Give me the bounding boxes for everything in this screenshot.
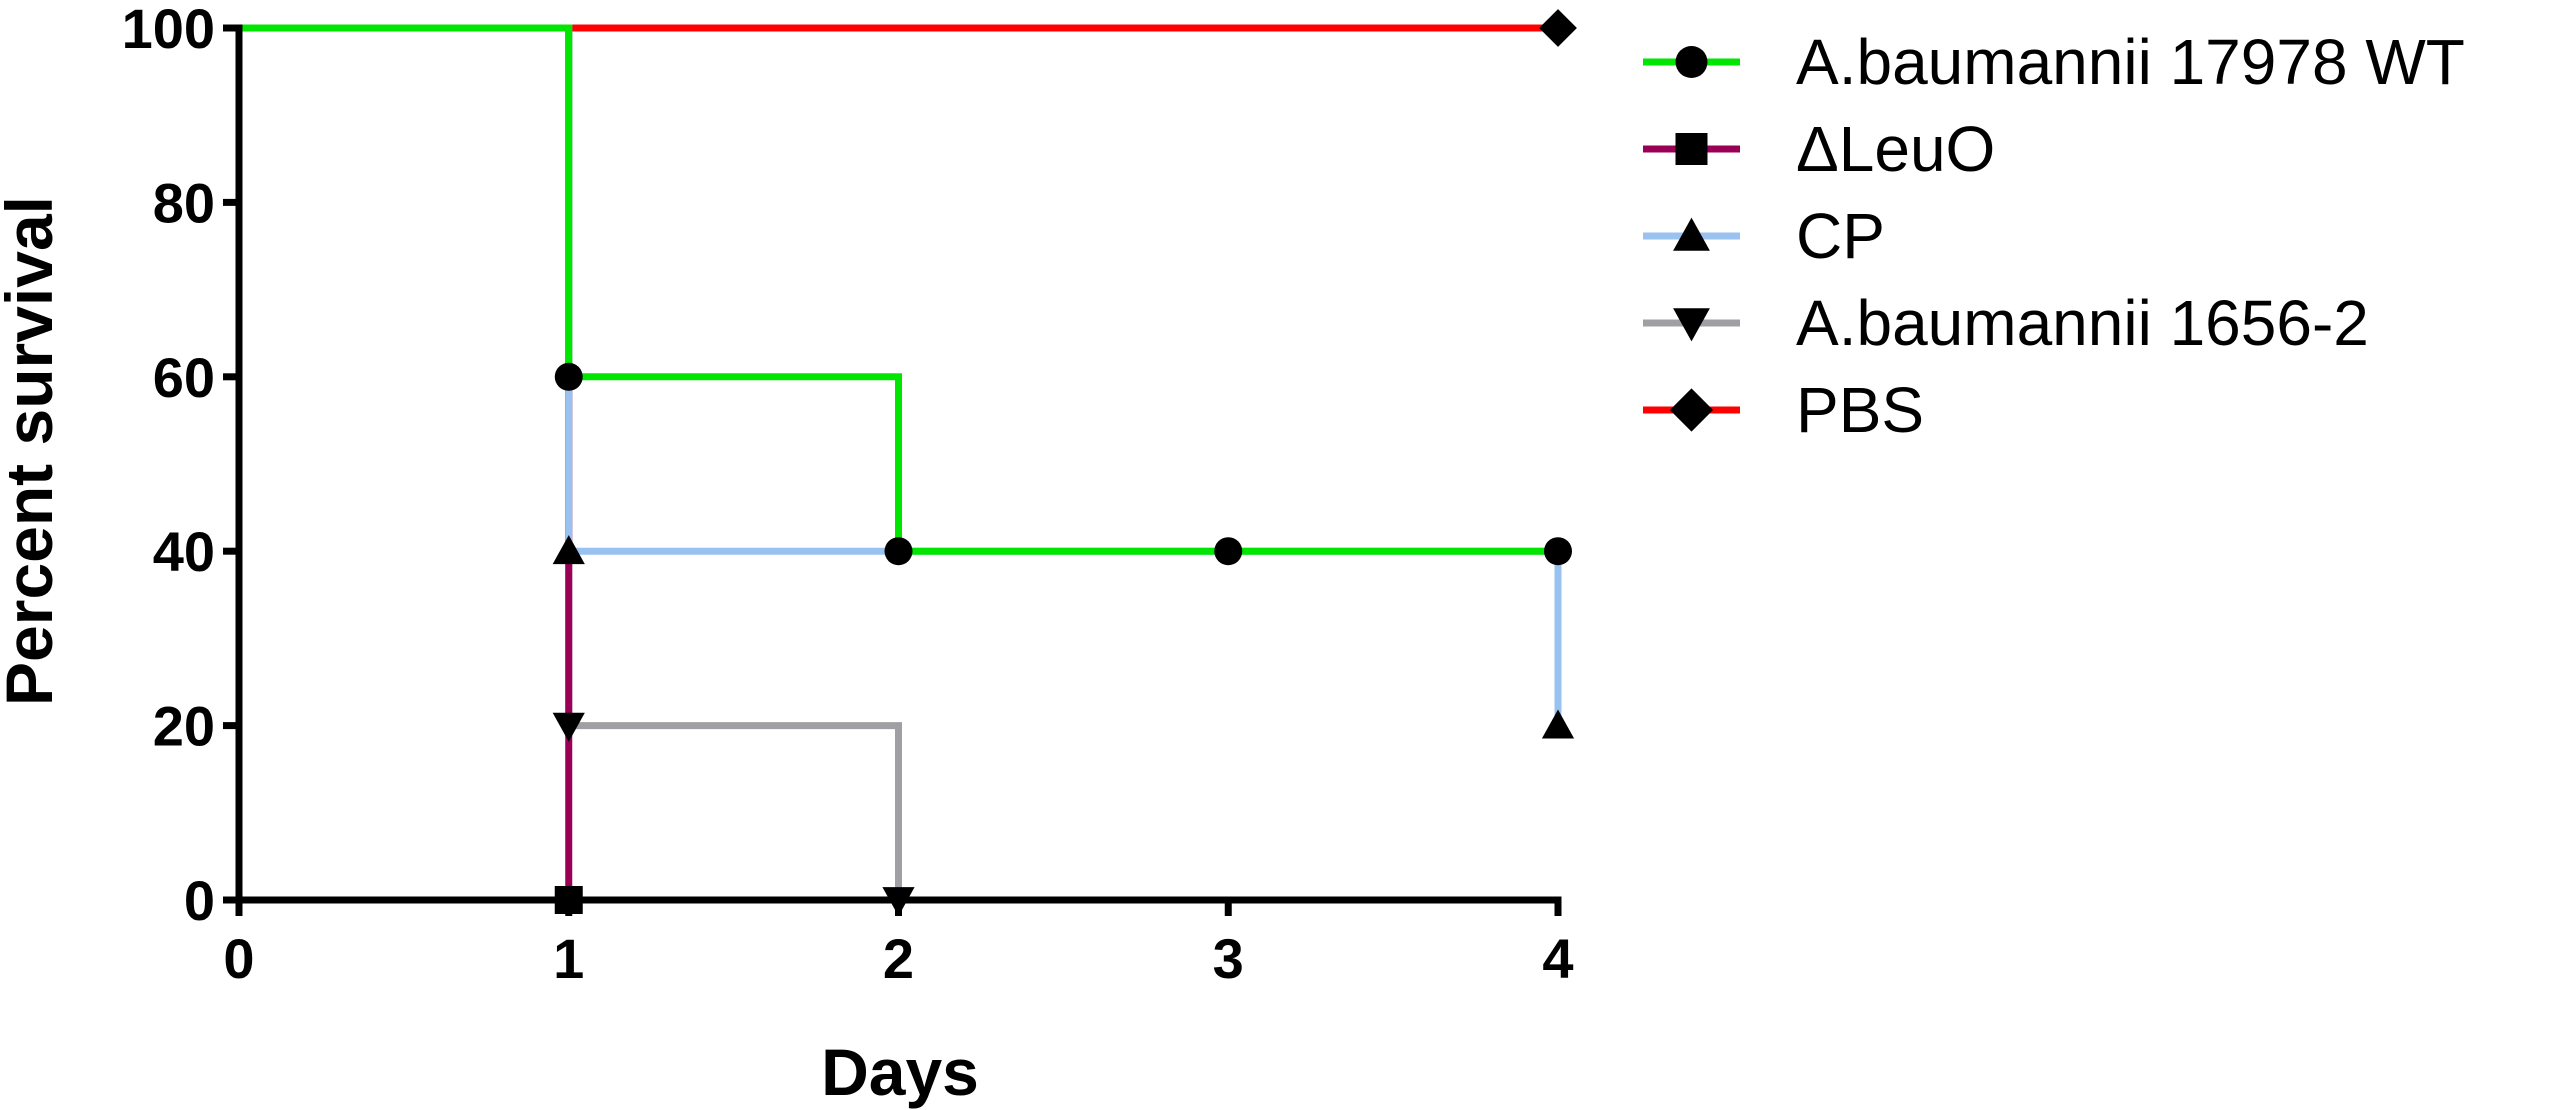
y-tick-label: 20 — [153, 695, 215, 758]
x-tick-label: 2 — [883, 927, 914, 990]
series-line-0 — [239, 24, 1558, 555]
y-tick-label: 0 — [184, 869, 215, 932]
legend-label: A.baumannii 1656-2 — [1796, 287, 2369, 359]
legend-marker-circle — [1675, 46, 1708, 78]
marker-layer — [552, 9, 1577, 917]
x-tick-label: 1 — [553, 927, 584, 990]
legend-item: CP — [1643, 200, 1885, 272]
legend-label: ΔLeuO — [1796, 113, 1995, 185]
legend-label: PBS — [1796, 374, 1924, 446]
data-point-triangle-down — [882, 887, 915, 917]
legend: A.baumannii 17978 WT ΔLeuO CP A.baumannii 1… — [1643, 26, 2465, 446]
series-layer — [239, 24, 1562, 900]
data-point-circle — [1544, 537, 1572, 566]
legend-item: A.baumannii 17978 WT — [1643, 26, 2465, 98]
x-tick-label: 3 — [1213, 927, 1244, 990]
legend-item: A.baumannii 1656-2 — [1643, 287, 2369, 359]
x-tick-label: 0 — [223, 927, 254, 990]
legend-marker-triangle-down — [1673, 308, 1710, 342]
y-tick-label: 80 — [153, 171, 215, 234]
series-line-1 — [239, 24, 573, 900]
legend-marker-triangle-up — [1673, 217, 1710, 251]
legend-label: A.baumannii 17978 WT — [1796, 26, 2465, 98]
legend-item: ΔLeuO — [1643, 113, 1995, 185]
legend-marker-square — [1675, 133, 1708, 165]
legend-marker-diamond — [1669, 388, 1714, 432]
data-point-triangle-up — [1541, 709, 1575, 739]
y-tick-label: 60 — [153, 346, 215, 409]
y-axis-title: Percent survival — [0, 196, 66, 706]
legend-label: CP — [1796, 200, 1885, 272]
data-point-square — [554, 886, 583, 914]
data-point-diamond — [1539, 9, 1577, 47]
data-point-circle — [554, 362, 583, 391]
data-point-circle — [1214, 537, 1243, 566]
x-axis-title: Days — [821, 1035, 979, 1109]
y-tick-label: 40 — [153, 520, 215, 583]
legend-item: PBS — [1643, 374, 1924, 446]
axes-layer: 0 20 40 60 80 100 0 1 2 3 4 — [122, 0, 1574, 990]
data-point-triangle-down — [552, 712, 585, 742]
y-tick-label: 100 — [122, 0, 215, 60]
data-point-circle — [884, 537, 913, 566]
data-point-triangle-up — [552, 535, 585, 565]
x-tick-label: 4 — [1542, 927, 1573, 990]
